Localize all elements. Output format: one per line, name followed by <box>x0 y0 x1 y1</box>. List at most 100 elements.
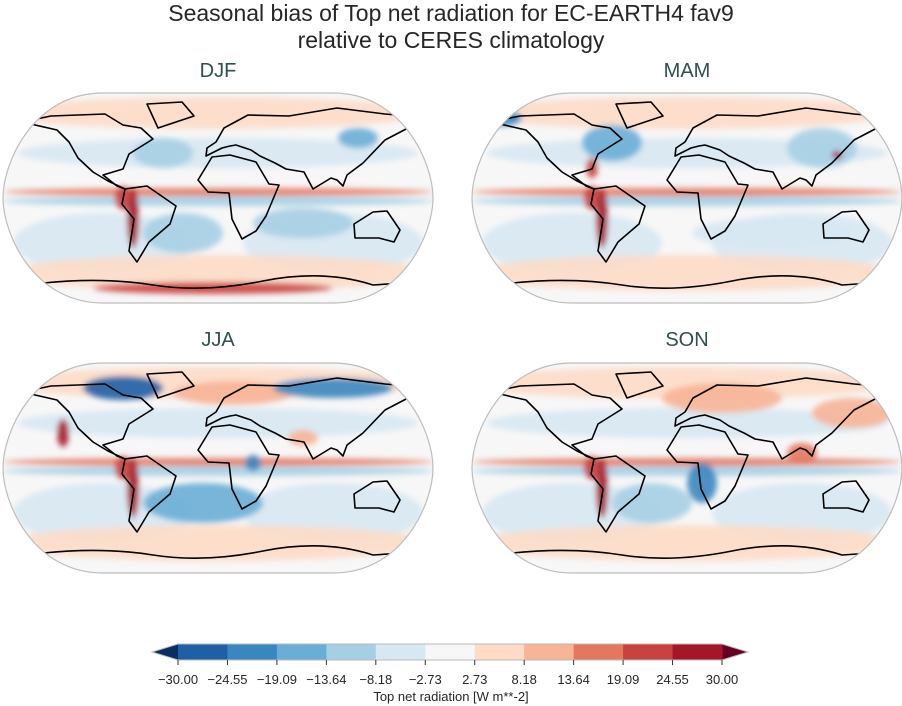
bias-patch <box>687 463 717 503</box>
bias-patch <box>472 525 902 561</box>
colorbar-tick-label: −8.18 <box>359 672 393 687</box>
coastline-eurasia <box>205 377 433 460</box>
bias-patch <box>18 408 418 438</box>
bias-patch <box>245 455 261 471</box>
bias-patch <box>288 430 318 446</box>
colorbar-segment <box>326 644 377 660</box>
map-panel-jja <box>2 362 434 574</box>
coastline-greenland <box>615 371 664 399</box>
colorbar-tick-label: −19.09 <box>256 672 297 687</box>
panel-title-djf: DJF <box>199 60 237 82</box>
map-panel-son <box>471 362 902 574</box>
coastline-namerica <box>490 383 623 460</box>
coastline-africa <box>666 154 749 240</box>
colorbar-extend-low <box>152 644 178 660</box>
coastlines <box>21 101 433 289</box>
map-panel-mam <box>471 92 902 304</box>
colorbar-segment <box>375 644 426 660</box>
coastline-antarctica <box>42 545 404 559</box>
map-panel-djf <box>2 92 434 304</box>
colorbar-extend-high <box>722 644 748 660</box>
colorbar-tick-label: 2.73 <box>462 672 488 687</box>
coastline-samerica <box>121 455 177 533</box>
coastline-australia <box>822 480 870 513</box>
bias-field <box>472 93 902 303</box>
bias-patch <box>3 466 433 476</box>
figure-title: Seasonal bias of Top net radiation for E… <box>0 0 902 54</box>
bias-patch <box>662 383 782 413</box>
bias-patch <box>3 525 433 561</box>
coastline-africa <box>666 424 749 510</box>
coastline-australia <box>353 480 401 513</box>
colorbar-tick-label: −24.55 <box>207 672 248 687</box>
coastline-australia <box>822 210 870 243</box>
coastline-namerica <box>21 383 154 460</box>
coastlines <box>21 371 433 559</box>
colorbar-segment <box>474 644 525 660</box>
colorbar-tick-label: −13.64 <box>306 672 347 687</box>
bias-patch <box>472 255 902 291</box>
colorbar-segment <box>524 644 575 660</box>
bias-patch <box>582 125 642 161</box>
map-boundary <box>471 92 902 304</box>
coastline-greenland <box>146 101 195 129</box>
colorbar-segment <box>573 644 624 660</box>
coastline-eurasia <box>674 377 902 460</box>
panel-title-jja: JJA <box>201 329 235 351</box>
coastline-africa <box>197 154 280 240</box>
bias-patch <box>472 97 897 129</box>
bias-patch <box>832 151 842 159</box>
colorbar-segment <box>623 644 674 660</box>
colorbar-segment <box>227 644 278 660</box>
colorbar-tick-label: 19.09 <box>606 672 640 687</box>
colorbar-segment <box>672 644 723 660</box>
bias-patch <box>787 443 817 463</box>
bias-patch <box>253 208 353 238</box>
bias-patch <box>143 213 223 253</box>
map-boundary <box>2 92 434 304</box>
coastline-eurasia <box>205 107 433 190</box>
coastline-australia <box>353 210 401 243</box>
colorbar-tick-label: 24.55 <box>656 672 689 687</box>
coastline-samerica <box>590 455 646 533</box>
bias-patch <box>133 138 193 168</box>
bias-patch <box>18 138 418 168</box>
coastline-antarctica <box>42 275 404 289</box>
bias-patch <box>472 466 902 476</box>
bias-patch <box>3 97 428 129</box>
coastlines <box>490 371 902 559</box>
title-line-2: relative to CERES climatology <box>297 27 605 53</box>
colorbar-segment <box>276 644 327 660</box>
bias-patch <box>143 483 263 523</box>
bias-field <box>472 363 902 573</box>
coastline-greenland <box>615 101 664 129</box>
coastline-samerica <box>121 185 177 263</box>
coastline-greenland <box>146 371 195 399</box>
map-boundary <box>471 362 902 574</box>
bias-patch <box>472 196 902 206</box>
colorbar-segment <box>178 644 228 660</box>
colorbar-tick-label: 13.64 <box>557 672 590 687</box>
bias-patch <box>57 419 69 447</box>
map-boundary <box>2 362 434 574</box>
coastline-eurasia <box>674 107 902 190</box>
coastline-antarctica <box>511 545 873 559</box>
colorbar-tick-label: −30.00 <box>157 672 199 687</box>
colorbar-label: Top net radiation [W m**-2] <box>373 689 529 704</box>
bias-field <box>3 93 433 303</box>
coastline-antarctica <box>511 275 873 289</box>
bias-patch <box>487 408 887 438</box>
coastline-namerica <box>21 113 154 190</box>
coastline-samerica <box>590 185 646 263</box>
coastline-africa <box>197 424 280 510</box>
bias-patch <box>612 483 692 523</box>
bias-patch <box>692 218 852 248</box>
bias-field <box>3 363 433 573</box>
colorbar-tick-label: 8.18 <box>511 672 537 687</box>
bias-patch <box>3 196 433 206</box>
bias-patch <box>338 128 378 148</box>
bias-patch <box>83 376 163 400</box>
coastlines <box>490 101 902 289</box>
colorbar-tick-label: −2.73 <box>408 672 442 687</box>
bias-patch <box>472 367 897 399</box>
